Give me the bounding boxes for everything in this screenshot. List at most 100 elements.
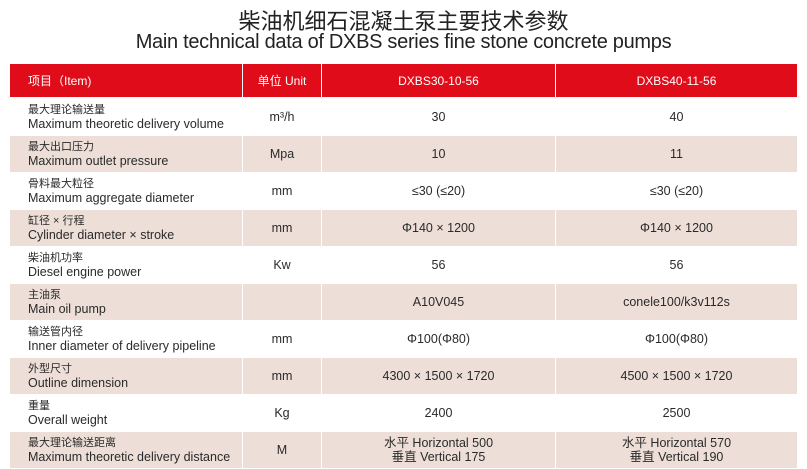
table-row: 柴油机功率 Diesel engine power Kw 56 56 (10, 247, 797, 284)
item-cell: 骨料最大粒径 Maximum aggregate diameter (10, 173, 243, 210)
model-1-cell: 4300 × 1500 × 1720 (322, 358, 556, 395)
header-model-1: DXBS30-10-56 (322, 64, 556, 99)
value-model-1: Φ140 × 1200 (402, 221, 475, 235)
item-name-english: Inner diameter of delivery pipeline (28, 339, 216, 353)
model-2-cell: ≤30 (≤20) (556, 173, 797, 210)
unit-cell: m³/h (243, 99, 322, 136)
model-2-cell: conele100/k3v112s (556, 284, 797, 321)
table-row: 输送管内径 Inner diameter of delivery pipeline… (10, 321, 797, 358)
item-name-english: Cylinder diameter × stroke (28, 228, 175, 242)
unit-cell: mm (243, 210, 322, 247)
model-1-cell: 56 (322, 247, 556, 284)
item-name-english: Maximum aggregate diameter (28, 191, 195, 205)
model-1-cell: Φ140 × 1200 (322, 210, 556, 247)
table-row: 最大出口压力 Maximum outlet pressure Mpa 10 11 (10, 136, 797, 173)
header-model-2: DXBS40-11-56 (556, 64, 797, 99)
table-row: 重量 Overall weight Kg 2400 2500 (10, 395, 797, 432)
item-name-chinese: 重量 (28, 400, 50, 412)
value-model-1: 10 (431, 147, 446, 161)
item-name-english: Main oil pump (28, 302, 106, 316)
unit-value: Kg (274, 406, 290, 420)
unit-cell: Mpa (243, 136, 322, 173)
item-name-chinese: 最大出口压力 (28, 141, 94, 153)
table-header-row: 项目（Item) 单位 Unit DXBS30-10-56 DXBS40-11-… (10, 64, 797, 99)
model-2-cell: Φ100(Φ80) (556, 321, 797, 358)
unit-value: mm (271, 332, 293, 346)
value-model-2-line-2: 垂直 Vertical 190 (629, 450, 724, 464)
item-name-english: Maximum theoretic delivery distance (28, 450, 231, 464)
item-cell: 外型尺寸 Outline dimension (10, 358, 243, 395)
item-name-chinese: 最大理论输送距离 (28, 437, 116, 449)
unit-value: Mpa (269, 147, 295, 161)
value-model-2: 水平 Horizontal 570 (621, 436, 732, 450)
model-2-cell: 2500 (556, 395, 797, 432)
title-english: Main technical data of DXBS series fine … (135, 31, 672, 53)
item-cell: 最大出口压力 Maximum outlet pressure (10, 136, 243, 173)
item-name-english: Overall weight (28, 413, 108, 427)
model-2-cell: 11 (556, 136, 797, 173)
value-model-2: 56 (669, 258, 684, 272)
item-name-english: Outline dimension (28, 376, 129, 390)
value-model-2: ≤30 (≤20) (649, 184, 704, 198)
model-1-cell: 30 (322, 99, 556, 136)
value-model-1-line-2: 垂直 Vertical 175 (391, 450, 486, 464)
table-row: 最大理论输送量 Maximum theoretic delivery volume… (10, 99, 797, 136)
value-model-2: conele100/k3v112s (623, 295, 730, 309)
value-model-1: 56 (431, 258, 446, 272)
header-item: 项目（Item) (10, 64, 243, 99)
item-cell: 输送管内径 Inner diameter of delivery pipeline (10, 321, 243, 358)
value-model-2: 2500 (662, 406, 691, 420)
table-row: 最大理论输送距离 Maximum theoretic delivery dista… (10, 432, 797, 469)
model-2-cell: 水平 Horizontal 570 垂直 Vertical 190 (556, 432, 797, 469)
model-1-cell: 2400 (322, 395, 556, 432)
item-cell: 重量 Overall weight (10, 395, 243, 432)
item-name-chinese: 输送管内径 (28, 326, 83, 338)
item-name-chinese: 柴油机功率 (28, 252, 83, 264)
unit-cell: mm (243, 358, 322, 395)
table-row: 外型尺寸 Outline dimension mm 4300 × 1500 × 1… (10, 358, 797, 395)
value-model-1: Φ100(Φ80) (406, 332, 471, 346)
value-model-2: Φ100(Φ80) (644, 332, 709, 346)
spec-table: 项目（Item) 单位 Unit DXBS30-10-56 DXBS40-11-… (10, 64, 797, 469)
value-model-1: A10V045 (412, 295, 465, 309)
item-name-english: Diesel engine power (28, 265, 142, 279)
item-name-chinese: 主油泵 (28, 289, 61, 301)
unit-value: mm (271, 369, 293, 383)
model-1-cell: 10 (322, 136, 556, 173)
unit-cell: mm (243, 321, 322, 358)
value-model-1: 30 (431, 110, 446, 124)
unit-value: M (276, 443, 288, 457)
model-1-cell: ≤30 (≤20) (322, 173, 556, 210)
value-model-1: 4300 × 1500 × 1720 (382, 369, 495, 383)
item-cell: 柴油机功率 Diesel engine power (10, 247, 243, 284)
value-model-2: 11 (670, 147, 683, 161)
unit-value: mm (271, 184, 293, 198)
value-model-2: 4500 × 1500 × 1720 (620, 369, 733, 383)
item-name-chinese: 骨料最大粒径 (28, 178, 94, 190)
model-2-cell: 40 (556, 99, 797, 136)
unit-cell: mm (243, 173, 322, 210)
title-chinese: 柴油机细石混凝土泵主要技术参数 (238, 10, 569, 35)
model-1-cell: 水平 Horizontal 500 垂直 Vertical 175 (322, 432, 556, 469)
value-model-1: 水平 Horizontal 500 (383, 436, 494, 450)
unit-value: m³/h (269, 110, 295, 124)
item-name-chinese: 外型尺寸 (28, 363, 72, 375)
unit-cell: M (243, 432, 322, 469)
model-2-cell: 4500 × 1500 × 1720 (556, 358, 797, 395)
item-name-chinese: 最大理论输送量 (28, 104, 105, 116)
model-2-cell: 56 (556, 247, 797, 284)
unit-cell: Kg (243, 395, 322, 432)
unit-cell: Kw (243, 247, 322, 284)
table-row: 骨料最大粒径 Maximum aggregate diameter mm ≤30 … (10, 173, 797, 210)
model-1-cell: Φ100(Φ80) (322, 321, 556, 358)
value-model-1: ≤30 (≤20) (411, 184, 466, 198)
table-row: 主油泵 Main oil pump A10V045 conele100/k3v11… (10, 284, 797, 321)
item-cell: 主油泵 Main oil pump (10, 284, 243, 321)
item-name-english: Maximum outlet pressure (28, 154, 169, 168)
value-model-2: 40 (669, 110, 684, 124)
item-name-chinese: 缸径 × 行程 (28, 215, 85, 227)
value-model-1: 2400 (424, 406, 453, 420)
unit-cell (243, 284, 322, 321)
header-unit: 单位 Unit (243, 64, 322, 99)
item-cell: 最大理论输送量 Maximum theoretic delivery volume (10, 99, 243, 136)
